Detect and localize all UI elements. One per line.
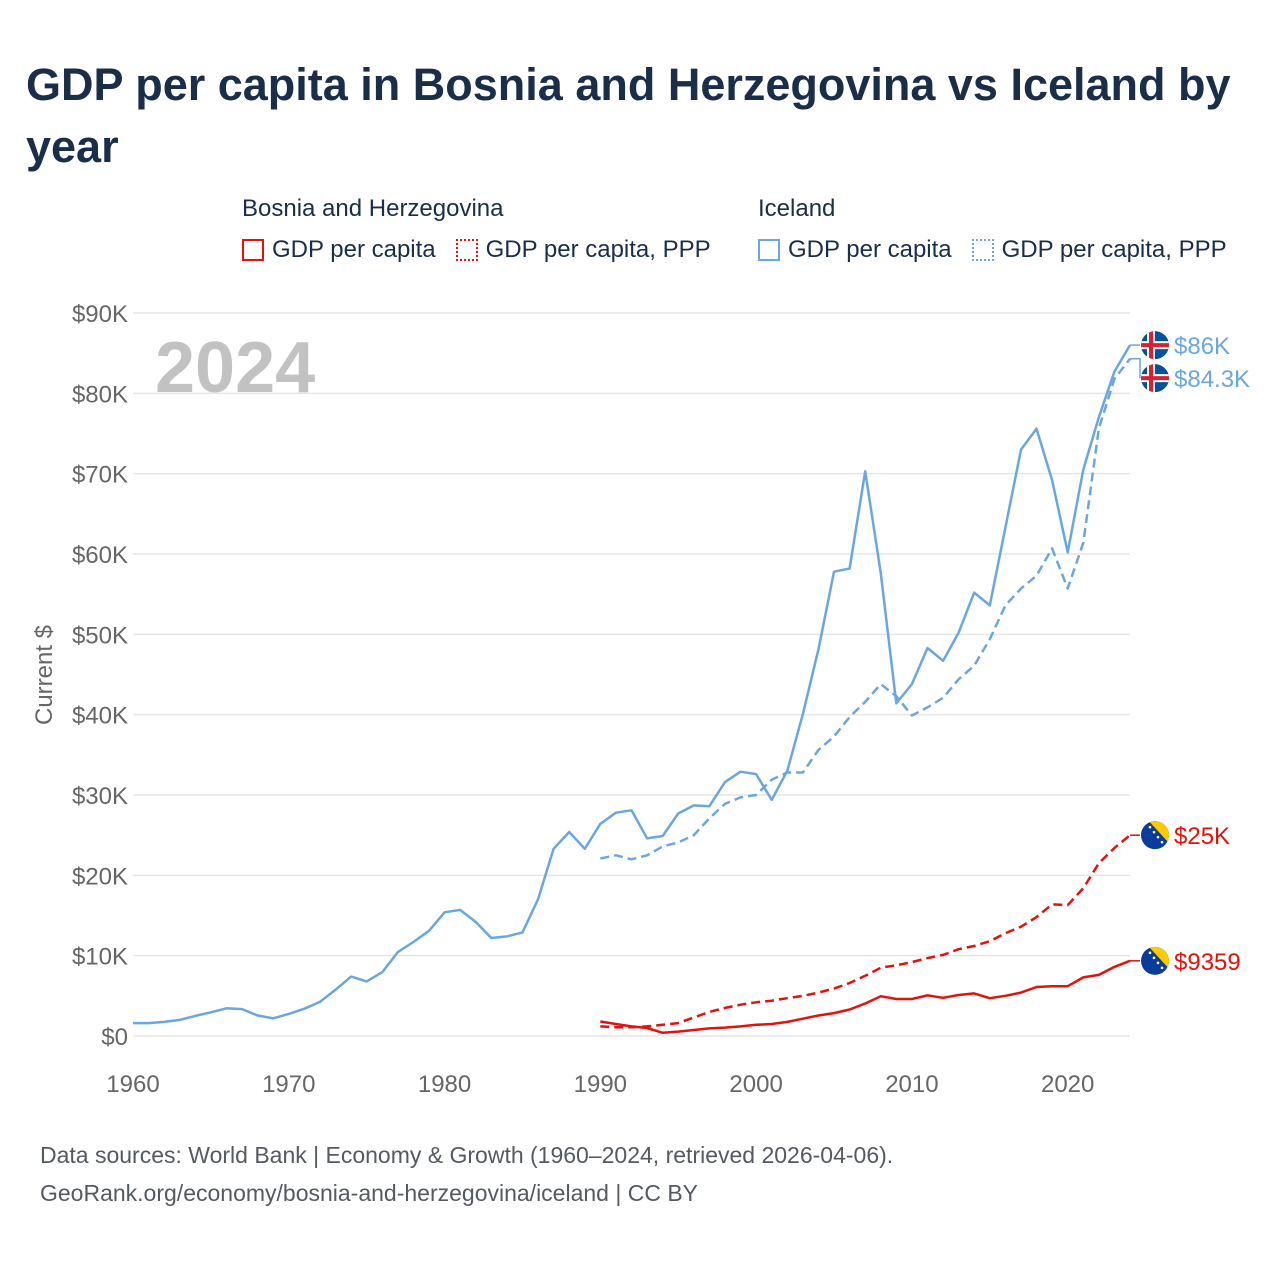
footer: Data sources: World Bank | Economy & Gro… — [40, 1136, 893, 1212]
legend-item-iceland-gdp[interactable]: GDP per capita — [758, 236, 952, 264]
legend-item-label: GDP per capita, PPP — [485, 236, 711, 263]
y-tick-label: $90K — [72, 301, 128, 328]
legend-group-name: Bosnia and Herzegovina — [242, 195, 504, 222]
line-chart: 2024 $0 $10K $20K $30K $40K $50K $60K $70K $80K $… — [31, 301, 1250, 1098]
y-tick-label: $0 — [101, 1024, 128, 1051]
y-tick-label: $80K — [72, 381, 128, 408]
y-tick-label: $40K — [72, 703, 128, 730]
legend-item-label: GDP per capita, PPP — [1001, 236, 1227, 263]
series-end-label: $9359 — [1174, 949, 1241, 976]
series-line-3 — [600, 834, 1131, 1029]
legend-group-name: Iceland — [758, 195, 836, 222]
x-tick-label: 1970 — [262, 1071, 315, 1098]
bosnia-flag-icon — [1140, 820, 1170, 850]
y-tick-label: $60K — [72, 542, 128, 569]
y-tick-label: $30K — [72, 783, 128, 810]
series-end-label: $84.3K — [1174, 366, 1250, 393]
y-tick-label: $70K — [72, 462, 128, 489]
x-tick-label: 2000 — [729, 1071, 782, 1098]
x-tick-label: 2010 — [885, 1071, 938, 1098]
legend-swatch-dotted — [971, 239, 994, 261]
y-tick-label: $50K — [72, 622, 128, 649]
bosnia-flag-icon — [1140, 946, 1170, 976]
x-tick-label: 1960 — [106, 1071, 159, 1098]
y-tick-label: $10K — [72, 944, 128, 971]
legend-item-label: GDP per capita — [788, 236, 952, 263]
y-tick-label: $20K — [72, 863, 128, 890]
series-line-4 — [600, 959, 1131, 1035]
x-tick-label: 2020 — [1041, 1071, 1094, 1098]
legend-item-label: GDP per capita — [272, 236, 436, 263]
legend-group-iceland: Iceland GDP per capita GDP per capita, P… — [758, 194, 1247, 264]
legend-item-bosnia-gdp[interactable]: GDP per capita — [242, 236, 436, 264]
x-tick-label: 1990 — [574, 1071, 627, 1098]
series-line-1 — [133, 344, 1132, 1025]
legend-item-bosnia-gdp-ppp[interactable]: GDP per capita, PPP — [455, 236, 711, 264]
iceland-flag-icon — [1140, 330, 1170, 360]
iceland-flag-icon — [1140, 363, 1170, 393]
series-end-label: $25K — [1174, 823, 1230, 850]
x-tick-label: 1980 — [418, 1071, 471, 1098]
chart-title: GDP per capita in Bosnia and Herzegovina… — [26, 59, 1231, 172]
legend-item-iceland-gdp-ppp[interactable]: GDP per capita, PPP — [971, 236, 1227, 264]
year-watermark: 2024 — [155, 328, 315, 408]
footer-link[interactable]: GeoRank.org/economy/bosnia-and-herzegovi… — [40, 1180, 699, 1206]
series-end-label: $86K — [1174, 333, 1230, 360]
legend-swatch-solid — [758, 239, 780, 261]
legend-group-bosnia: Bosnia and Herzegovina GDP per capita GD… — [242, 194, 731, 264]
y-axis-label: Current $ — [31, 625, 58, 725]
legend-swatch-dotted — [455, 239, 478, 261]
legend-swatch-solid — [242, 239, 264, 261]
footer-sources: Data sources: World Bank | Economy & Gro… — [40, 1142, 894, 1168]
series-line-2 — [600, 358, 1131, 861]
end-label-connector — [1130, 358, 1141, 379]
